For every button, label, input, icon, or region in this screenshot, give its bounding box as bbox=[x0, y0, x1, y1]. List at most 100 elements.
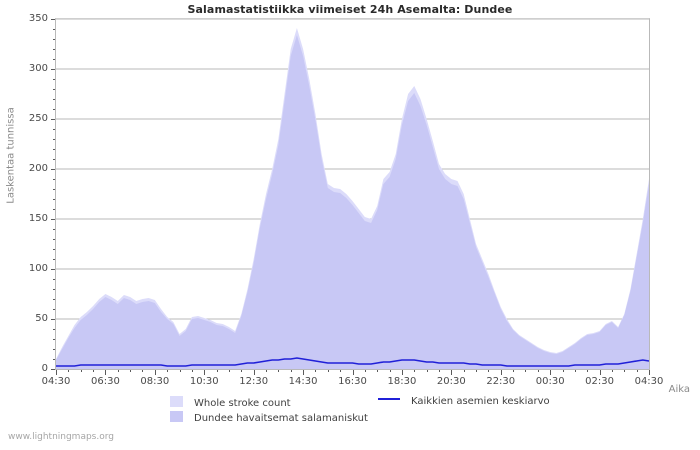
x-axis-minor-tick bbox=[229, 369, 230, 372]
x-axis-minor-tick bbox=[464, 369, 465, 372]
legend-label-whole-stroke-count: Whole stroke count bbox=[194, 398, 291, 409]
y-axis-minor-tick bbox=[53, 289, 56, 290]
y-axis-minor-tick bbox=[53, 299, 56, 300]
y-axis-minor-tick bbox=[53, 329, 56, 330]
x-axis-tick-label: 04:30 bbox=[41, 376, 71, 387]
x-axis-tick-label: 00:30 bbox=[535, 376, 565, 387]
line-series-2 bbox=[56, 358, 649, 366]
legend-label-dundee-strokes: Dundee havaitsemat salamaniskut bbox=[194, 413, 368, 424]
x-axis-minor-tick bbox=[439, 369, 440, 372]
x-axis-major-tick bbox=[155, 369, 156, 375]
y-axis-major-tick bbox=[51, 69, 56, 70]
y-axis-major-tick bbox=[51, 269, 56, 270]
x-axis-minor-tick bbox=[365, 369, 366, 372]
y-axis-minor-tick bbox=[53, 349, 56, 350]
x-axis-major-tick bbox=[600, 369, 601, 375]
x-axis-minor-tick bbox=[563, 369, 564, 372]
x-axis-minor-tick bbox=[266, 369, 267, 372]
legend-swatch-whole-stroke-count bbox=[170, 396, 183, 407]
x-axis-minor-tick bbox=[340, 369, 341, 372]
y-axis-tick-label: 100 bbox=[28, 263, 48, 274]
y-axis-tick-label: 250 bbox=[28, 113, 48, 124]
x-axis-minor-tick bbox=[217, 369, 218, 372]
x-axis-minor-tick bbox=[118, 369, 119, 372]
y-axis-minor-tick bbox=[53, 339, 56, 340]
x-axis-major-tick bbox=[451, 369, 452, 375]
y-axis-minor-tick bbox=[53, 249, 56, 250]
x-axis-minor-tick bbox=[612, 369, 613, 372]
x-axis-minor-tick bbox=[142, 369, 143, 372]
legend-entry-all-stations-average: Kaikkien asemien keskiarvo bbox=[378, 396, 550, 407]
x-axis-minor-tick bbox=[93, 369, 94, 372]
x-axis-minor-tick bbox=[278, 369, 279, 372]
x-axis-minor-tick bbox=[377, 369, 378, 372]
y-axis-minor-tick bbox=[53, 89, 56, 90]
y-axis-major-tick bbox=[51, 119, 56, 120]
y-axis-major-tick bbox=[51, 19, 56, 20]
x-axis-tick-label: 18:30 bbox=[387, 376, 417, 387]
chart-legend: Whole stroke count Dundee havaitsemat sa… bbox=[0, 394, 700, 426]
x-axis-minor-tick bbox=[328, 369, 329, 372]
x-axis-minor-tick bbox=[488, 369, 489, 372]
x-axis-minor-tick bbox=[315, 369, 316, 372]
y-axis-minor-tick bbox=[53, 259, 56, 260]
x-axis-minor-tick bbox=[587, 369, 588, 372]
y-axis-tick-label: 0 bbox=[41, 363, 48, 374]
y-axis-major-tick bbox=[51, 369, 56, 370]
plot-area bbox=[55, 18, 650, 370]
x-axis-major-tick bbox=[501, 369, 502, 375]
y-axis-minor-tick bbox=[53, 79, 56, 80]
y-axis-minor-tick bbox=[53, 99, 56, 100]
y-axis-tick-label: 200 bbox=[28, 163, 48, 174]
x-axis-minor-tick bbox=[513, 369, 514, 372]
x-axis-minor-tick bbox=[525, 369, 526, 372]
y-axis-minor-tick bbox=[53, 39, 56, 40]
y-axis-minor-tick bbox=[53, 109, 56, 110]
x-axis-minor-tick bbox=[427, 369, 428, 372]
y-axis-minor-tick bbox=[53, 189, 56, 190]
x-axis-tick-label: 14:30 bbox=[288, 376, 318, 387]
x-axis-minor-tick bbox=[81, 369, 82, 372]
x-axis-minor-tick bbox=[192, 369, 193, 372]
x-axis-minor-tick bbox=[476, 369, 477, 372]
x-axis-tick-label: 04:30 bbox=[634, 376, 664, 387]
y-axis-minor-tick bbox=[53, 239, 56, 240]
x-axis-minor-tick bbox=[167, 369, 168, 372]
chart-title: Salamastatistiikka viimeiset 24h Asemalt… bbox=[187, 3, 513, 16]
x-axis-label: Aika bbox=[668, 384, 690, 395]
y-axis-minor-tick bbox=[53, 179, 56, 180]
x-axis-tick-label: 10:30 bbox=[189, 376, 219, 387]
y-axis-tick-label: 50 bbox=[35, 313, 48, 324]
x-axis-major-tick bbox=[353, 369, 354, 375]
footer-url: www.lightningmaps.org bbox=[8, 432, 114, 442]
legend-line-all-stations-average bbox=[378, 398, 400, 400]
area-series-1 bbox=[56, 35, 649, 369]
x-axis-minor-tick bbox=[180, 369, 181, 372]
x-axis-major-tick bbox=[303, 369, 304, 375]
y-axis-tick-label: 150 bbox=[28, 213, 48, 224]
y-axis-minor-tick bbox=[53, 209, 56, 210]
x-axis-tick-label: 08:30 bbox=[140, 376, 170, 387]
x-axis-tick-label: 20:30 bbox=[436, 376, 466, 387]
y-axis-major-tick bbox=[51, 169, 56, 170]
x-axis-major-tick bbox=[550, 369, 551, 375]
x-axis-minor-tick bbox=[130, 369, 131, 372]
x-axis-major-tick bbox=[649, 369, 650, 375]
x-axis-tick-label: 12:30 bbox=[239, 376, 269, 387]
x-axis-minor-tick bbox=[414, 369, 415, 372]
x-axis-major-tick bbox=[204, 369, 205, 375]
x-axis-tick-label: 22:30 bbox=[486, 376, 516, 387]
y-axis-major-tick bbox=[51, 319, 56, 320]
y-axis-minor-tick bbox=[53, 309, 56, 310]
x-axis-tick-label: 02:30 bbox=[585, 376, 614, 387]
y-axis-minor-tick bbox=[53, 199, 56, 200]
x-axis-minor-tick bbox=[575, 369, 576, 372]
x-axis-minor-tick bbox=[68, 369, 69, 372]
y-axis-minor-tick bbox=[53, 159, 56, 160]
y-axis-minor-tick bbox=[53, 59, 56, 60]
y-axis-minor-tick bbox=[53, 129, 56, 130]
x-axis-minor-tick bbox=[291, 369, 292, 372]
y-axis-minor-tick bbox=[53, 139, 56, 140]
legend-entry-whole-stroke-count: Whole stroke count bbox=[170, 396, 291, 409]
